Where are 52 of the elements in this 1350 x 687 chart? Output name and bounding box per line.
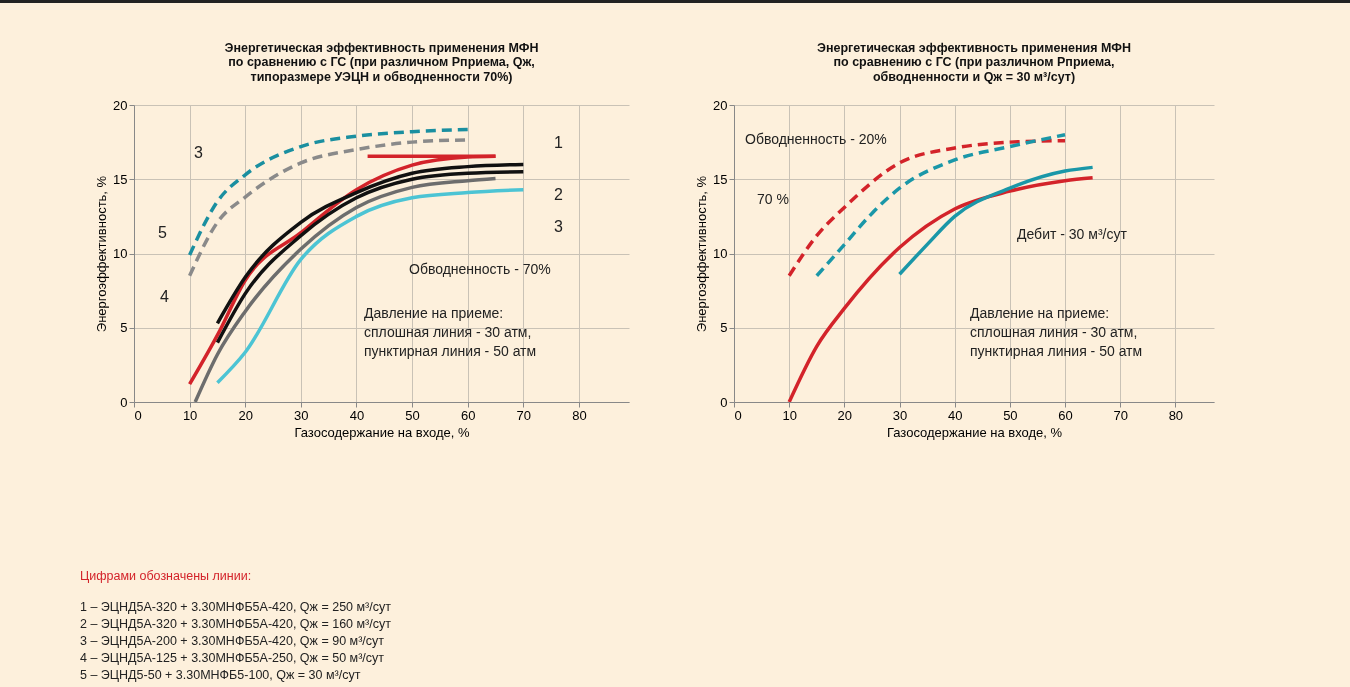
y-tick-label: 5 bbox=[120, 320, 128, 336]
y-tick-label: 10 bbox=[113, 246, 128, 261]
annotation: Дебит - 30 м³/сут bbox=[1017, 226, 1128, 242]
annotation: 3 bbox=[194, 144, 203, 161]
y-tick-label: 0 bbox=[120, 394, 128, 410]
x-tick-label: 70 bbox=[1113, 407, 1128, 423]
chart-title: Энергетическая эффективность применения МФН по сравнению с ГС (при различном Рприема, Qж, типоразмере УЭЦН и обводненности 70%) bbox=[224, 40, 539, 84]
x-tick-label: 0 bbox=[734, 407, 742, 423]
y-tick-label: 5 bbox=[720, 320, 728, 336]
annotation: Обводненность - 20% bbox=[745, 131, 887, 147]
annotation: 2 bbox=[554, 186, 563, 203]
x-tick-label: 30 bbox=[294, 407, 309, 423]
chart-title: Энергетическая эффективность применения МФН по сравнению с ГС (при различном Рприема, обводненности и Qж = 30 м³/сут) bbox=[816, 40, 1132, 84]
annotation: 3 bbox=[554, 218, 563, 235]
x-tick-label: 60 bbox=[1058, 407, 1073, 423]
y-axis-title: Энергоэффективность, % bbox=[694, 175, 710, 333]
x-tick-label: 80 bbox=[572, 407, 587, 423]
annotation: Обводненность - 70% bbox=[409, 261, 551, 277]
annotation: Давление на приеме: сплошная линия - 30 атм, пунктирная линия - 50 атм bbox=[970, 305, 1143, 359]
x-tick-label: 70 bbox=[516, 407, 532, 423]
x-tick-label: 0 bbox=[134, 407, 142, 423]
x-tick-label: 20 bbox=[837, 407, 853, 423]
x-tick-label: 10 bbox=[182, 407, 198, 423]
x-tick-label: 40 bbox=[349, 407, 365, 423]
y-tick-label: 20 bbox=[113, 97, 128, 113]
x-tick-label: 50 bbox=[1003, 407, 1018, 423]
annotation: 70 % bbox=[757, 191, 789, 207]
y-tick-label: 15 bbox=[113, 171, 128, 187]
x-tick-label: 40 bbox=[947, 407, 963, 423]
text: 4 – ЭЦНД5А-125 + 3.30МНФБ5А-250, Qж = 50 м³/сут bbox=[80, 650, 386, 667]
x-tick-label: 60 bbox=[460, 407, 476, 423]
y-tick-label: 15 bbox=[713, 171, 728, 187]
annotation: 1 bbox=[554, 134, 563, 151]
text: Цифрами обозначены линии: bbox=[80, 568, 253, 585]
text: 1 – ЭЦНД5А-320 + 3.30МНФБ5А-420, Qж = 250 м³/сут bbox=[80, 599, 391, 616]
text: 3 – ЭЦНД5А-200 + 3.30МНФБ5А-420, Qж = 90 м³/сут bbox=[80, 633, 386, 650]
x-axis-title: Газосодержание на входе, % bbox=[294, 424, 470, 440]
annotation: Давление на приеме: сплошная линия - 30 атм, пунктирная линия - 50 атм bbox=[364, 305, 537, 359]
x-tick-label: 10 bbox=[782, 407, 797, 423]
y-tick-label: 10 bbox=[713, 246, 728, 261]
x-tick-label: 80 bbox=[1168, 407, 1184, 423]
x-tick-label: 30 bbox=[892, 407, 908, 423]
text: 5 – ЭЦНД5-50 + 3.30МНФБ5-100, Qж = 30 м³/сут bbox=[80, 667, 362, 684]
annotation: 5 bbox=[158, 224, 167, 241]
annotation: 4 bbox=[160, 288, 169, 305]
y-axis-title: Энергоэффективность, % bbox=[94, 175, 110, 333]
x-axis-title: Газосодержание на входе, % bbox=[886, 424, 1063, 440]
x-tick-label: 50 bbox=[405, 407, 420, 423]
text: 2 – ЭЦНД5А-320 + 3.30МНФБ5А-420, Qж = 160 м³/сут bbox=[80, 616, 391, 633]
x-tick-label: 20 bbox=[238, 407, 253, 423]
y-tick-label: 0 bbox=[720, 394, 728, 410]
y-tick-label: 20 bbox=[713, 97, 728, 113]
